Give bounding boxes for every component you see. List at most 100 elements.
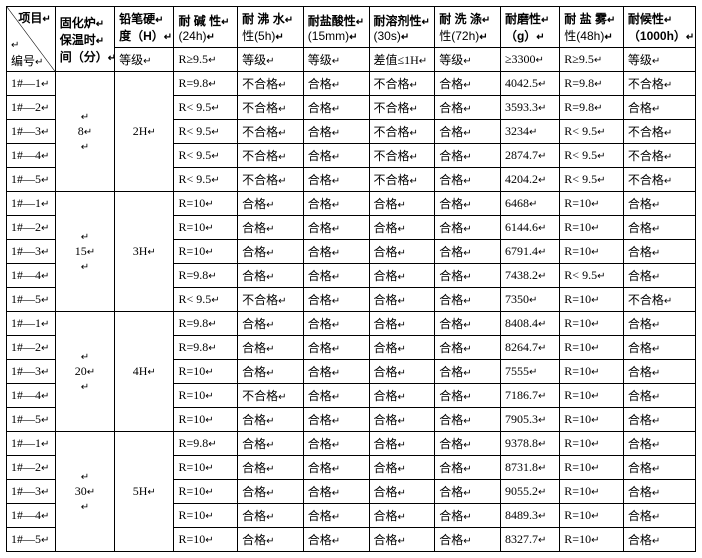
cell-wash: 合格↵ [435, 336, 501, 360]
cell-wash: 合格↵ [435, 480, 501, 504]
cell-abrasion: 3593.3↵ [500, 96, 559, 120]
cell-solvent: 合格↵ [369, 408, 435, 432]
cell-weather: 不合格↵ [623, 168, 695, 192]
cell-hcl: 合格↵ [303, 456, 369, 480]
cell-wash: 合格↵ [435, 264, 501, 288]
cell-alkali: R=9.8↵ [174, 312, 238, 336]
row-id: 1#—3↵ [7, 480, 56, 504]
cure-time: ↵30↵↵ [55, 432, 114, 552]
cell-abrasion: 8408.4↵ [500, 312, 559, 336]
cell-abrasion: 7905.3↵ [500, 408, 559, 432]
cell-solvent: 合格↵ [369, 360, 435, 384]
cell-wash: 合格↵ [435, 216, 501, 240]
cell-abrasion: 6144.6↵ [500, 216, 559, 240]
cure-time: ↵8↵↵ [55, 72, 114, 192]
cell-alkali: R=9.8↵ [174, 72, 238, 96]
row-id: 1#—2↵ [7, 96, 56, 120]
cell-solvent: 合格↵ [369, 456, 435, 480]
table-row: 1#—1↵↵8↵↵2H↵R=9.8↵不合格↵合格↵不合格↵合格↵4042.5↵R… [7, 72, 696, 96]
cell-solvent: 不合格↵ [369, 168, 435, 192]
cell-solvent: 合格↵ [369, 264, 435, 288]
cell-weather: 不合格↵ [623, 144, 695, 168]
row-id: 1#—5↵ [7, 168, 56, 192]
cell-hcl: 合格↵ [303, 312, 369, 336]
cell-boil: 不合格↵ [238, 144, 304, 168]
cell-abrasion: 4042.5↵ [500, 72, 559, 96]
cell-hcl: 合格↵ [303, 240, 369, 264]
cell-weather: 合格↵ [623, 360, 695, 384]
cell-salt: R=10↵ [560, 384, 624, 408]
crit-boil: 等级↵ [238, 48, 304, 72]
cell-hcl: 合格↵ [303, 360, 369, 384]
row-id: 1#—1↵ [7, 312, 56, 336]
table-row: 1#—1↵↵20↵↵4H↵R=9.8↵合格↵合格↵合格↵合格↵8408.4↵R=… [7, 312, 696, 336]
cell-boil: 合格↵ [238, 432, 304, 456]
cell-wash: 合格↵ [435, 288, 501, 312]
pencil-hardness: 2H↵ [115, 72, 174, 192]
cell-abrasion: 3234↵ [500, 120, 559, 144]
pencil-hardness: 5H↵ [115, 432, 174, 552]
cell-wash: 合格↵ [435, 456, 501, 480]
cell-weather: 不合格↵ [623, 288, 695, 312]
cell-abrasion: 9055.2↵ [500, 480, 559, 504]
cell-hcl: 合格↵ [303, 384, 369, 408]
cell-salt: R=10↵ [560, 480, 624, 504]
cell-boil: 不合格↵ [238, 96, 304, 120]
cell-solvent: 合格↵ [369, 216, 435, 240]
col-boil: 耐 沸 水↵ 性(5h)↵ [238, 7, 304, 48]
cell-boil: 合格↵ [238, 312, 304, 336]
cell-weather: 合格↵ [623, 216, 695, 240]
cell-abrasion: 6468↵ [500, 192, 559, 216]
cell-solvent: 合格↵ [369, 528, 435, 552]
cell-boil: 合格↵ [238, 240, 304, 264]
cell-solvent: 合格↵ [369, 288, 435, 312]
cell-weather: 合格↵ [623, 96, 695, 120]
cell-hcl: 合格↵ [303, 336, 369, 360]
table-body: 1#—1↵↵8↵↵2H↵R=9.8↵不合格↵合格↵不合格↵合格↵4042.5↵R… [7, 72, 696, 552]
row-id: 1#—2↵ [7, 336, 56, 360]
cell-abrasion: 8264.7↵ [500, 336, 559, 360]
cell-boil: 不合格↵ [238, 120, 304, 144]
cell-hcl: 合格↵ [303, 528, 369, 552]
cell-hcl: 合格↵ [303, 96, 369, 120]
cell-abrasion: 7555↵ [500, 360, 559, 384]
cell-wash: 合格↵ [435, 72, 501, 96]
cell-solvent: 合格↵ [369, 432, 435, 456]
cell-salt: R=10↵ [560, 456, 624, 480]
cell-boil: 不合格↵ [238, 288, 304, 312]
cell-alkali: R=9.8↵ [174, 264, 238, 288]
cell-wash: 合格↵ [435, 96, 501, 120]
cell-boil: 合格↵ [238, 504, 304, 528]
row-id: 1#—3↵ [7, 120, 56, 144]
cell-alkali: R=10↵ [174, 384, 238, 408]
cell-abrasion: 7186.7↵ [500, 384, 559, 408]
cell-salt: R=10↵ [560, 336, 624, 360]
row-id: 1#—3↵ [7, 360, 56, 384]
cell-weather: 合格↵ [623, 264, 695, 288]
cell-solvent: 合格↵ [369, 240, 435, 264]
cell-abrasion: 4204.2↵ [500, 168, 559, 192]
cell-hcl: 合格↵ [303, 264, 369, 288]
cell-weather: 合格↵ [623, 312, 695, 336]
col-salt: 耐 盐 雾↵ 性(48h)↵ [560, 7, 624, 48]
cell-salt: R=10↵ [560, 312, 624, 336]
cell-alkali: R=10↵ [174, 528, 238, 552]
cell-wash: 合格↵ [435, 144, 501, 168]
cell-abrasion: 8731.8↵ [500, 456, 559, 480]
cell-hcl: 合格↵ [303, 72, 369, 96]
crit-alkali: R≥9.5↵ [174, 48, 238, 72]
cell-boil: 合格↵ [238, 408, 304, 432]
cell-weather: 合格↵ [623, 504, 695, 528]
cell-alkali: R< 9.5↵ [174, 96, 238, 120]
header-diagonal: 项目↵ ↵编号↵ [7, 7, 56, 72]
crit-hcl: 等级↵ [303, 48, 369, 72]
cell-weather: 合格↵ [623, 384, 695, 408]
cell-boil: 合格↵ [238, 264, 304, 288]
cell-salt: R=10↵ [560, 504, 624, 528]
cell-wash: 合格↵ [435, 192, 501, 216]
crit-salt: R≥9.5↵ [560, 48, 624, 72]
cell-hcl: 合格↵ [303, 288, 369, 312]
col-alkali: 耐 碱 性↵ (24h)↵ [174, 7, 238, 48]
cell-boil: 合格↵ [238, 336, 304, 360]
cell-wash: 合格↵ [435, 240, 501, 264]
